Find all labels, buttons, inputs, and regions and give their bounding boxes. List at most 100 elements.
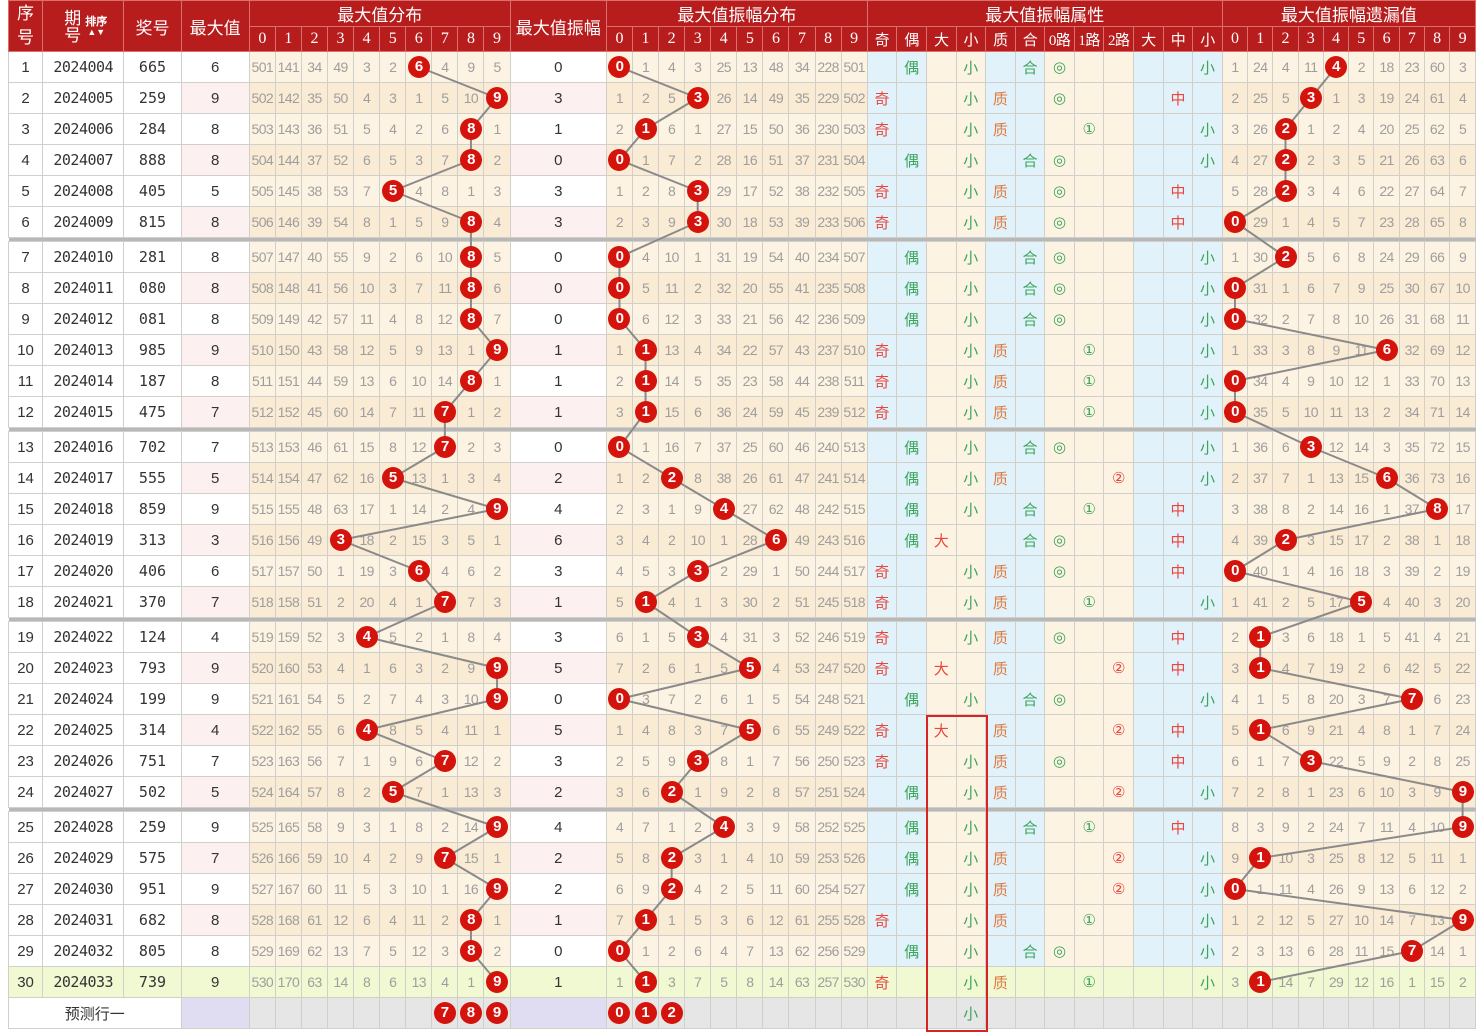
max-dist-cell: 529 [249, 936, 275, 967]
amp-dist-cell: 26 [711, 83, 737, 114]
amp-dist-cell: 522 [841, 715, 867, 746]
attr-cell [926, 622, 956, 653]
max-dist-cell: 5 [380, 463, 406, 494]
row-amp: 6 [510, 525, 606, 556]
amp-dist-cell: 1 [685, 114, 711, 145]
max-dist-cell: 49 [328, 52, 354, 83]
attr-cell [1015, 335, 1045, 366]
max-dist-cell: 3 [354, 812, 380, 843]
row-issue: 2024031 [43, 905, 124, 936]
amp-ball: 2 [661, 467, 683, 489]
sort-arrows-icon[interactable]: ▲▼ [87, 28, 105, 37]
max-dist-cell: 61 [301, 905, 327, 936]
omit-cell: 27 [1323, 905, 1348, 936]
attr-cell: 中 [1163, 176, 1193, 207]
attr-cell: 小 [956, 273, 986, 304]
omit-cell: 11 [1298, 52, 1323, 83]
row-issue: 2024007 [43, 145, 124, 176]
omit-cell: 3 [1374, 556, 1399, 587]
sort-control[interactable]: 排序 ▲▼ [85, 16, 107, 37]
attr-cell [1163, 936, 1193, 967]
max-dist-cell: 10 [458, 83, 484, 114]
omit-cell: 9 [1450, 777, 1476, 808]
attr-cell: 合 [1015, 304, 1045, 335]
amp-dist-cell: 530 [841, 967, 867, 998]
omit-cell: 30 [1399, 273, 1424, 304]
max-dist-cell: 4 [354, 622, 380, 653]
amp-dist-cell: 5 [737, 653, 763, 684]
amp-dist-cell: 2 [685, 273, 711, 304]
max-dist-cell: 1 [432, 874, 458, 905]
attr-cell [1134, 52, 1164, 83]
amp-dist-cell: 2 [659, 936, 685, 967]
header-issue[interactable]: 期号 排序 ▲▼ [43, 1, 124, 52]
max-dist-cell: 6 [432, 114, 458, 145]
amp-dist-cell: 3 [685, 715, 711, 746]
max-dist-cell: 4 [380, 905, 406, 936]
amp-dist-cell: 29 [711, 176, 737, 207]
omit-cell: 8 [1273, 494, 1298, 525]
attr-cell [1134, 905, 1164, 936]
amp-dist-cell: 228 [815, 52, 841, 83]
amp-dist-cell: 253 [815, 843, 841, 874]
amp-dist-cell: 2 [633, 83, 659, 114]
attr-cell [1074, 622, 1104, 653]
attr-cell: 小 [956, 207, 986, 238]
row-issue: 2024027 [43, 777, 124, 808]
omit-cell: 27 [1399, 176, 1424, 207]
max-dist-cell: 7 [432, 432, 458, 463]
omit-ball: 1 [1249, 971, 1271, 993]
omit-cell: 1 [1298, 463, 1323, 494]
attr-cell [897, 114, 927, 145]
max-dist-cell: 1 [354, 746, 380, 777]
row-issue: 2024011 [43, 273, 124, 304]
omit-cell: 4 [1323, 52, 1348, 83]
amp-dist-cell: 6 [711, 684, 737, 715]
omit-cell: 5 [1374, 622, 1399, 653]
max-dist-cell: 7 [432, 587, 458, 618]
max-dist-cell: 14 [354, 397, 380, 428]
max-dist-cell: 4 [406, 684, 432, 715]
amp-dist-cell: 235 [815, 273, 841, 304]
attr-cell [1163, 304, 1193, 335]
amp-dist-cell: 254 [815, 874, 841, 905]
max-dist-cell: 157 [275, 556, 301, 587]
max-dist-cell: 3 [484, 777, 510, 808]
attr-cell [926, 304, 956, 335]
attr-cell [1045, 587, 1075, 618]
attr-cell [926, 684, 956, 715]
attr-cell [1134, 936, 1164, 967]
omit-cell: 3 [1298, 525, 1323, 556]
max-dist-cell: 146 [275, 207, 301, 238]
max-dist-cell: 2 [458, 432, 484, 463]
row-amp: 1 [510, 366, 606, 397]
max-dist-cell: 7 [432, 843, 458, 874]
amp-dist-cell: 22 [737, 335, 763, 366]
row-amp: 3 [510, 622, 606, 653]
amp-dist-cell: 2 [606, 746, 632, 777]
attr-cell: 偶 [897, 525, 927, 556]
amp-dist-cell: 52 [789, 622, 815, 653]
row-seq: 14 [9, 463, 43, 494]
max-dist-cell: 8 [380, 432, 406, 463]
max-dist-cell: 149 [275, 304, 301, 335]
row-max: 9 [181, 653, 249, 684]
max-dist-cell: 515 [249, 494, 275, 525]
omit-cell: 15 [1450, 432, 1476, 463]
max-dist-cell: 47 [301, 463, 327, 494]
row-amp: 5 [510, 715, 606, 746]
omit-cell: 34 [1399, 397, 1424, 428]
max-dist-cell: 5 [380, 622, 406, 653]
omit-cell: 16 [1450, 463, 1476, 494]
attr-cell [1163, 114, 1193, 145]
omit-cell: 9 [1450, 812, 1476, 843]
attr-cell [1193, 746, 1223, 777]
header-omit: 最大值振幅遗漏值 [1222, 1, 1475, 27]
amp-dist-cell: 9 [633, 874, 659, 905]
amp-dist-cell: 62 [763, 494, 789, 525]
amp-dist-cell: 239 [815, 397, 841, 428]
attr-cell: ◎ [1045, 207, 1075, 238]
max-dist-cell: 2 [328, 587, 354, 618]
